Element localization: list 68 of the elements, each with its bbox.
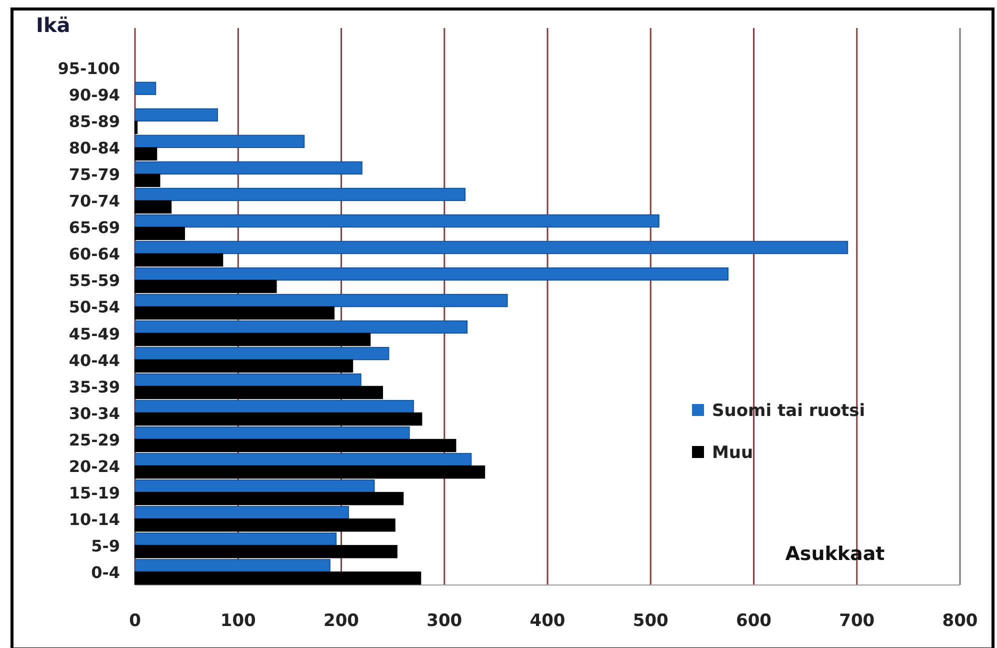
bar — [134, 214, 660, 228]
bar — [134, 200, 172, 214]
bar — [134, 346, 390, 360]
y-tick-label: 0-4 — [91, 562, 120, 582]
bar — [134, 544, 398, 558]
bar — [134, 174, 160, 188]
y-tick-label: 35-39 — [68, 377, 120, 396]
x-tick-label: 0 — [129, 611, 142, 631]
y-tick-label: 90-94 — [68, 86, 120, 105]
y-tick-label: 85-89 — [68, 112, 120, 132]
bar — [134, 253, 224, 267]
bar — [134, 386, 383, 400]
bar — [134, 280, 277, 294]
bar — [134, 226, 185, 240]
bar — [134, 320, 468, 334]
bar — [134, 332, 371, 346]
y-axis-title: Ikä — [36, 13, 70, 37]
x-tick-label: 300 — [426, 611, 462, 631]
y-tick-label: 5-9 — [91, 536, 120, 556]
bar — [134, 134, 305, 148]
y-tick-label: 50-54 — [68, 298, 120, 317]
bar — [134, 412, 422, 426]
y-tick-label: 25-29 — [68, 430, 120, 450]
bar — [134, 559, 330, 572]
bar — [134, 518, 396, 532]
bar — [134, 492, 404, 506]
y-tick-label: 20-24 — [68, 456, 120, 476]
bar — [134, 188, 466, 202]
x-tick-label: 600 — [736, 611, 772, 631]
bar — [134, 359, 354, 373]
y-tick-label: 60-64 — [68, 244, 120, 264]
y-tick-label: 15-19 — [68, 483, 120, 502]
y-tick-label: 75-79 — [68, 165, 120, 184]
y-tick-label: 10-14 — [68, 510, 120, 529]
x-tick-label: 800 — [942, 611, 978, 631]
bar — [134, 465, 486, 479]
legend-label: Muu — [712, 443, 754, 463]
y-tick-label: 65-69 — [68, 218, 120, 238]
bar — [134, 426, 410, 440]
x-tick-label: 700 — [839, 611, 875, 631]
y-tick-label: 40-44 — [68, 350, 120, 370]
y-tick-label: 80-84 — [68, 138, 120, 158]
bar — [134, 294, 508, 308]
y-tick-label: 45-49 — [68, 324, 120, 344]
bar — [134, 306, 335, 320]
x-tick-label: 100 — [220, 611, 256, 631]
bar — [134, 120, 138, 134]
bar — [134, 161, 362, 175]
bar — [134, 506, 349, 520]
y-tick-label: 30-34 — [68, 404, 120, 423]
bar — [134, 108, 218, 122]
bar — [134, 572, 422, 585]
bar — [134, 452, 472, 466]
x-tick-label: 400 — [530, 611, 566, 631]
x-tick-label: 500 — [632, 611, 669, 631]
bar — [134, 479, 375, 493]
bar — [134, 82, 156, 96]
bar — [134, 147, 158, 161]
bar — [134, 267, 728, 281]
x-tick-label: 200 — [324, 611, 360, 631]
bar — [134, 438, 456, 452]
bar — [134, 240, 848, 254]
y-tick-label: 70-74 — [68, 192, 120, 211]
bar — [134, 532, 337, 546]
y-tick-label: 95-100 — [58, 59, 120, 78]
bar — [134, 400, 414, 414]
y-tick-label: 55-59 — [68, 271, 120, 290]
bar — [134, 373, 362, 387]
